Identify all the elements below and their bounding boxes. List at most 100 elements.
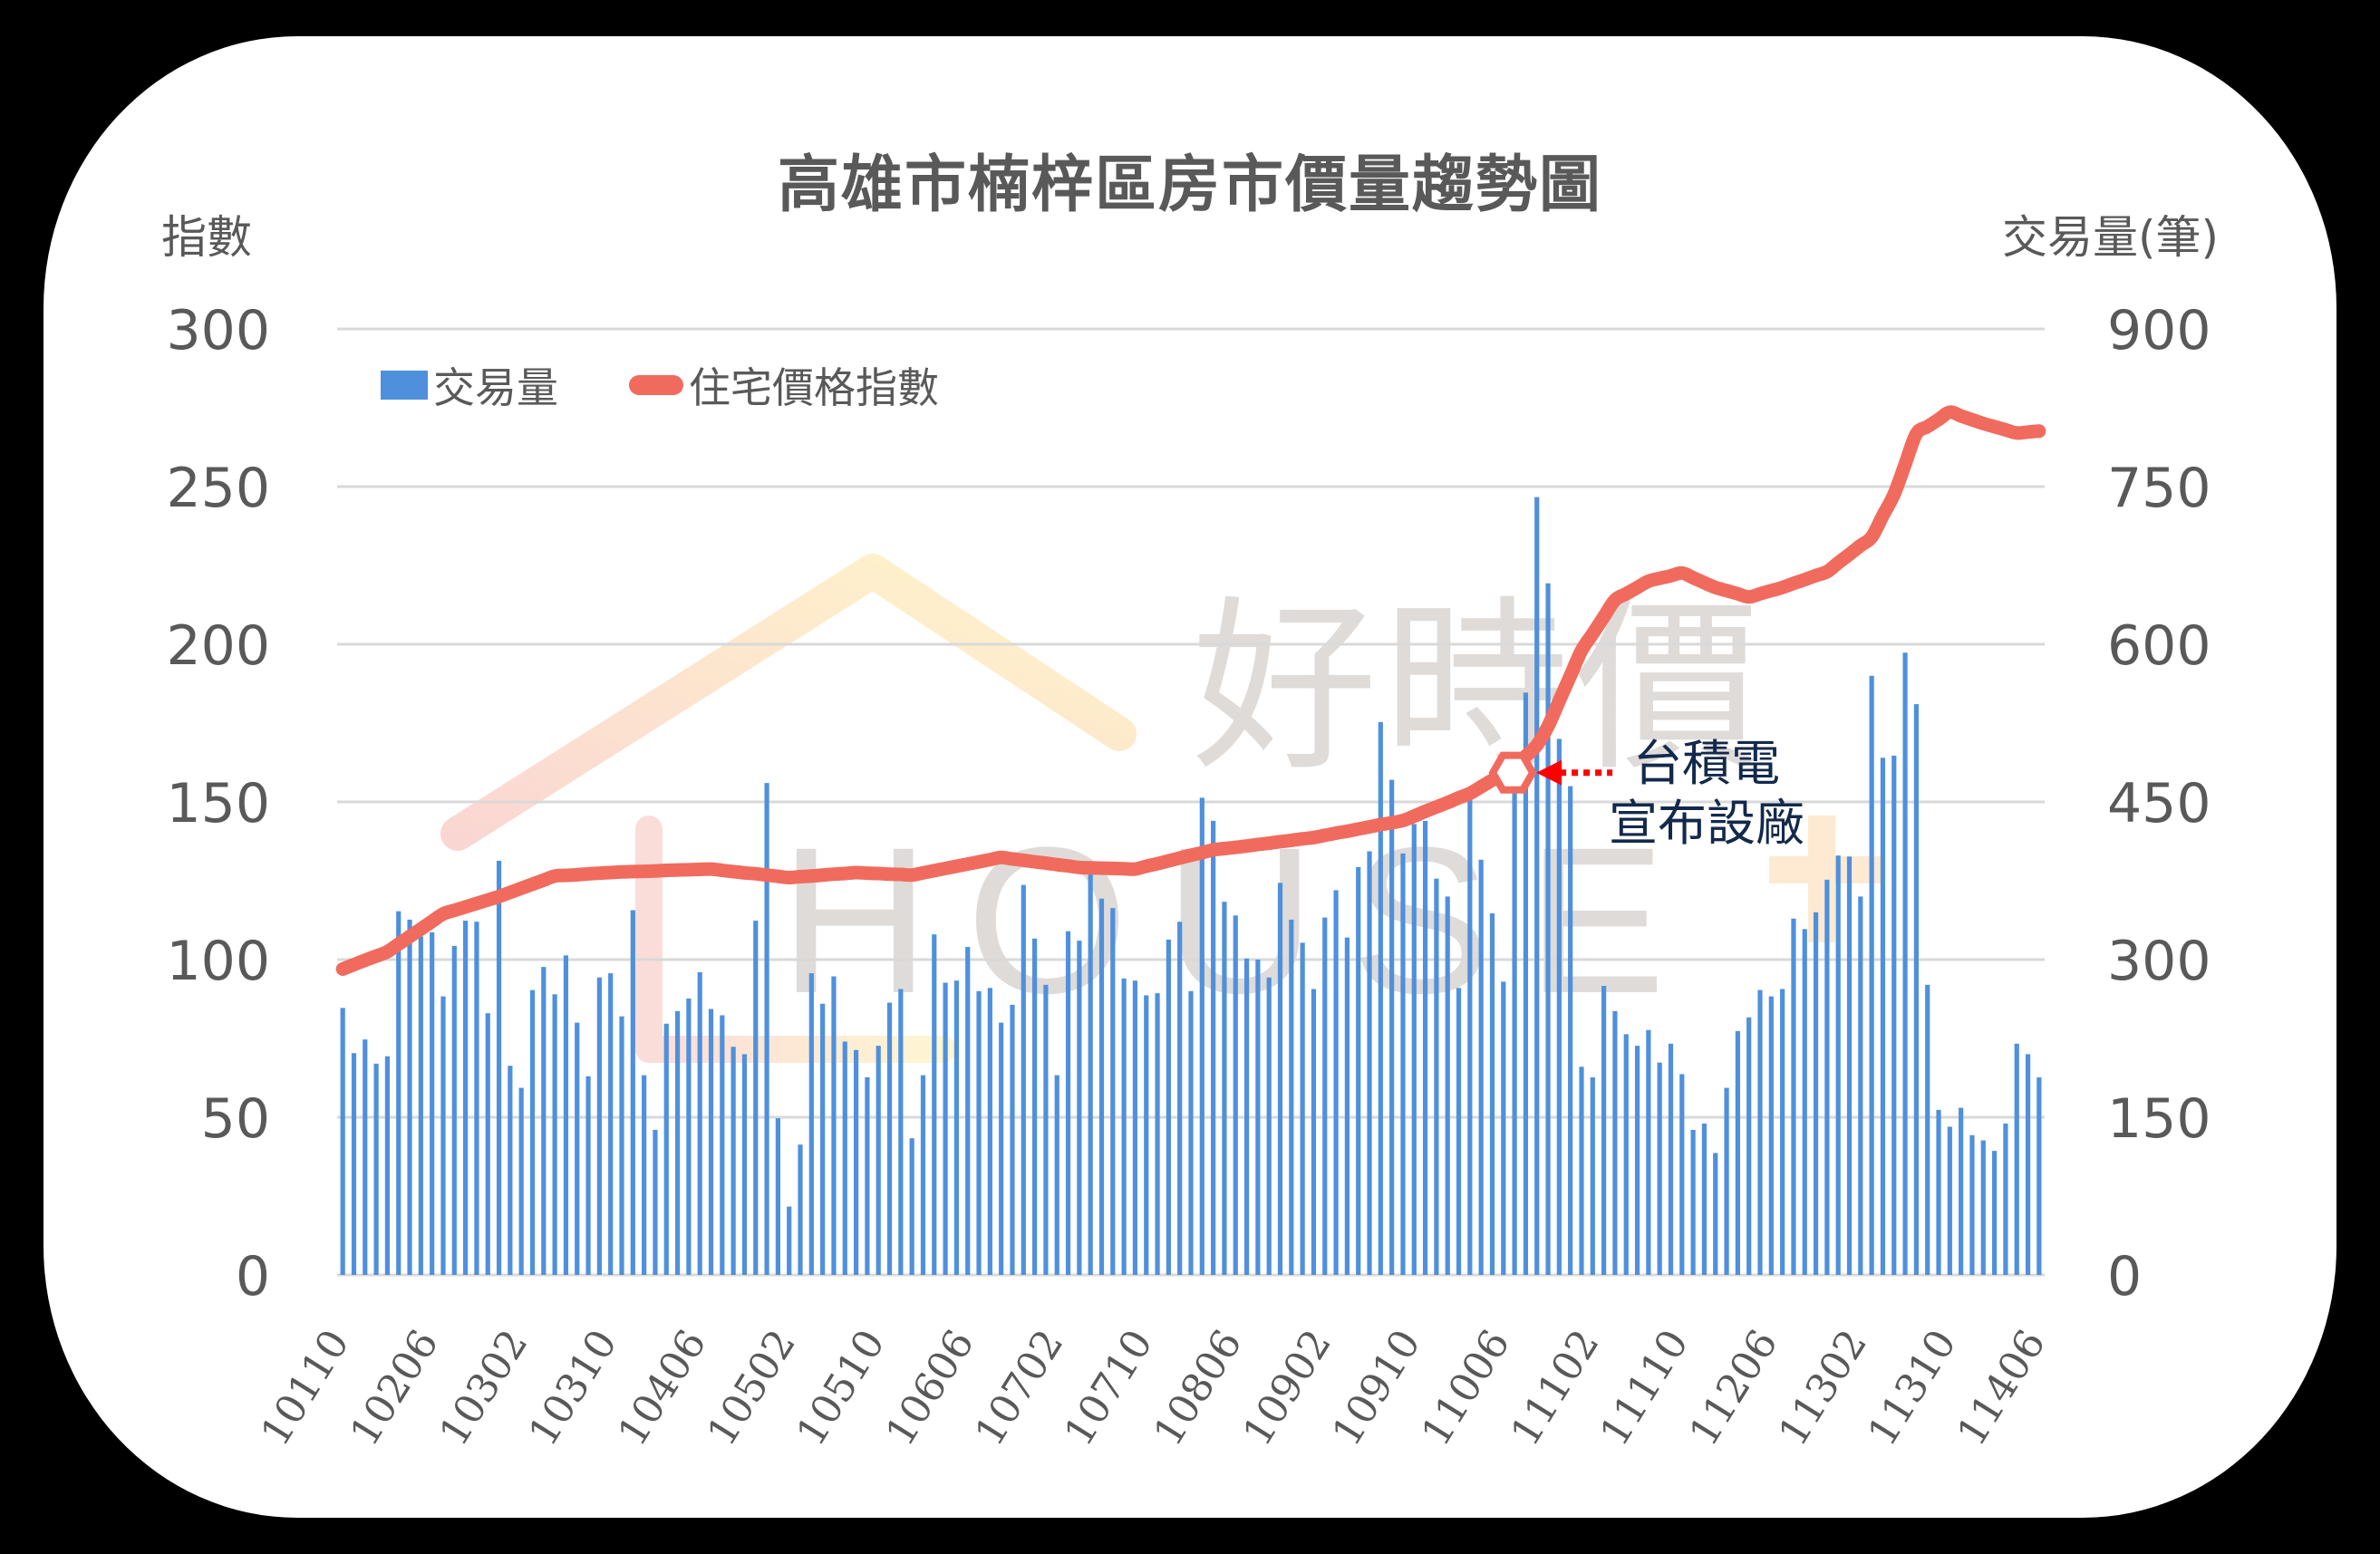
bar xyxy=(1088,874,1093,1275)
bar xyxy=(508,1066,513,1275)
bar xyxy=(1277,883,1283,1275)
bar xyxy=(1032,938,1038,1275)
bar xyxy=(384,1056,391,1275)
bar xyxy=(1411,824,1417,1275)
bar xyxy=(663,1023,669,1275)
y-right-tick-label: 300 xyxy=(2107,930,2211,993)
bar xyxy=(1400,853,1406,1275)
bar xyxy=(585,1076,591,1275)
watermark-plus-icon xyxy=(1769,816,1885,942)
bar xyxy=(820,1003,826,1275)
bar xyxy=(575,1022,580,1275)
watermark-text-en: HOUSE xyxy=(779,804,1702,1037)
bar xyxy=(407,919,412,1275)
bar xyxy=(1936,1109,1941,1275)
bar xyxy=(1155,993,1160,1275)
bar xyxy=(1166,939,1171,1275)
bar xyxy=(1869,675,1874,1275)
x-tick-label: 10510 xyxy=(788,1322,894,1454)
bar xyxy=(1568,786,1573,1275)
x-tick-label: 11102 xyxy=(1502,1322,1608,1454)
bar xyxy=(1077,941,1082,1275)
bar xyxy=(1478,859,1484,1275)
bar xyxy=(418,936,423,1275)
bar xyxy=(1110,908,1116,1275)
bar xyxy=(1010,1004,1015,1275)
bar xyxy=(1322,917,1328,1275)
bar xyxy=(1590,1076,1595,1275)
bar xyxy=(396,911,402,1275)
annotation-marker xyxy=(1488,751,1613,794)
x-tick-label: 10206 xyxy=(342,1322,448,1454)
bar xyxy=(529,989,536,1275)
bar xyxy=(1701,1123,1708,1275)
chart-title: 高雄市楠梓區房市價量趨勢圖 xyxy=(777,150,1602,221)
bar xyxy=(1902,652,1908,1275)
bar xyxy=(886,1002,893,1275)
bar xyxy=(474,922,479,1275)
bar xyxy=(831,976,837,1275)
y-left-tick-label: 200 xyxy=(166,614,270,678)
annotation-text: 台積電 宣布設廠 xyxy=(1609,734,1804,854)
bar xyxy=(764,783,769,1275)
bar xyxy=(1947,1126,1952,1275)
bar xyxy=(708,1009,714,1275)
watermark-roof-icon xyxy=(440,554,1137,851)
x-tick-label: 10110 xyxy=(252,1322,358,1454)
bar xyxy=(787,1206,792,1275)
bar xyxy=(898,989,904,1275)
y-right-tick-label: 150 xyxy=(2107,1087,2211,1151)
bar xyxy=(808,973,814,1275)
bar xyxy=(1813,912,1819,1275)
bar xyxy=(463,921,469,1275)
bar xyxy=(630,910,635,1275)
x-tick-label: 10910 xyxy=(1323,1322,1429,1454)
bar xyxy=(563,955,569,1275)
bar xyxy=(1311,989,1317,1275)
bar xyxy=(987,988,992,1275)
y-right-tick-label: 900 xyxy=(2107,299,2211,362)
bar xyxy=(1233,915,1238,1275)
bar xyxy=(619,1016,624,1275)
y-right-tick-label: 750 xyxy=(2107,457,2211,520)
bar xyxy=(1913,704,1919,1275)
bar xyxy=(1634,1046,1640,1275)
bar xyxy=(932,934,937,1275)
bar xyxy=(1780,989,1785,1275)
bar xyxy=(1121,978,1127,1275)
bar xyxy=(1467,798,1473,1275)
y-right-tick-label: 0 xyxy=(2107,1245,2142,1308)
bar xyxy=(1623,1034,1629,1275)
y-left-tick-label: 100 xyxy=(166,930,270,993)
bar xyxy=(1646,1029,1651,1275)
bar xyxy=(1969,1134,1975,1275)
line-series-price-index xyxy=(335,405,2046,976)
bar xyxy=(1434,878,1439,1275)
y-axis-left: 0 50 100 150 200 250 300 xyxy=(166,299,270,1308)
bar xyxy=(920,1075,926,1275)
bar xyxy=(1422,820,1428,1275)
y-right-tick-label: 450 xyxy=(2107,772,2211,835)
watermark-text-cn: 好時價 xyxy=(1192,581,1766,796)
bar xyxy=(865,1076,870,1275)
bar xyxy=(976,990,982,1275)
bar xyxy=(1243,958,1250,1275)
x-tick-label: 11006 xyxy=(1413,1322,1519,1454)
bar xyxy=(730,1047,736,1275)
x-tick-label: 11206 xyxy=(1680,1322,1786,1454)
bar xyxy=(1445,896,1450,1275)
bar xyxy=(1132,980,1138,1275)
bar xyxy=(1891,755,1897,1275)
bar xyxy=(1925,984,1930,1275)
x-tick-label: 10406 xyxy=(609,1322,715,1454)
bar xyxy=(496,860,502,1275)
bar xyxy=(440,996,446,1275)
bar xyxy=(1378,721,1383,1275)
bar xyxy=(1713,1153,1718,1275)
legend: 交易量 住宅價格指數 xyxy=(381,355,939,415)
bar xyxy=(1735,1030,1740,1275)
bar xyxy=(1858,896,1863,1275)
bar xyxy=(1835,855,1841,1275)
bar xyxy=(340,1008,345,1275)
bar-series-transactions xyxy=(340,497,2042,1275)
